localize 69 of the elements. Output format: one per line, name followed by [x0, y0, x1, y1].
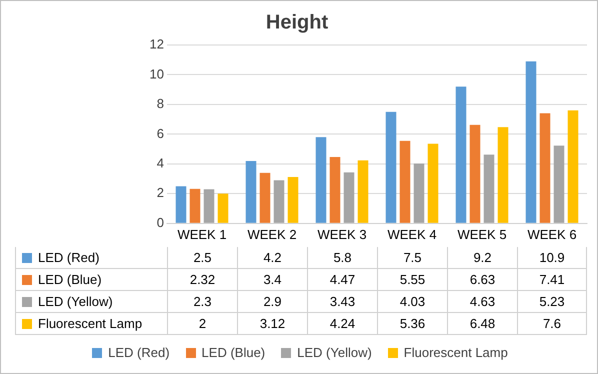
x-tick-label: WEEK 4 — [387, 226, 437, 242]
bar — [470, 124, 480, 223]
data-label: 7.41 — [517, 269, 587, 292]
bar — [288, 177, 298, 223]
x-tick-label: WEEK 3 — [317, 226, 367, 242]
bar — [246, 160, 256, 223]
data-label: 4.03 — [377, 291, 447, 314]
legend-label: LED (Blue) — [15, 269, 167, 292]
bar — [316, 137, 326, 223]
text: LED (Red) — [108, 345, 170, 360]
x-tick-label: WEEK 1 — [177, 226, 227, 242]
data-label: 2.3 — [167, 291, 237, 314]
legend-label: LED (Yellow) — [15, 291, 167, 314]
y-tick-label: 6 — [156, 126, 164, 141]
text: LED (Yellow) — [297, 345, 372, 360]
bar — [414, 163, 424, 223]
data-label: 2.32 — [167, 269, 237, 292]
data-label: 4.63 — [447, 291, 517, 314]
data-label: 2.5 — [167, 247, 237, 270]
chart-title: Height — [266, 12, 328, 34]
bar — [330, 156, 340, 223]
data-label: 4.24 — [307, 313, 377, 336]
data-label: 4.47 — [307, 269, 377, 292]
text: Fluorescent Lamp — [404, 345, 508, 360]
bar — [260, 172, 270, 223]
bar — [274, 180, 284, 223]
y-tick-label: 8 — [156, 96, 164, 112]
bar — [386, 112, 396, 223]
data-label: 6.48 — [447, 313, 517, 336]
data-label: 4.2 — [237, 247, 307, 270]
bar — [456, 86, 466, 223]
data-label: 3.4 — [237, 269, 307, 292]
bar — [554, 146, 564, 223]
y-tick-label: 2 — [156, 185, 164, 200]
data-label: 5.55 — [377, 269, 447, 292]
x-tick-label: WEEK 2 — [247, 226, 297, 242]
bar — [484, 154, 494, 223]
y-tick-label: 12 — [150, 36, 164, 52]
bar — [218, 194, 228, 223]
data-label: 9.2 — [447, 247, 517, 270]
y-tick-label: 10 — [150, 66, 164, 82]
legend-label: LED (Red) — [15, 247, 167, 270]
data-label: 10.9 — [517, 247, 587, 270]
y-tick-label: 4 — [156, 156, 164, 171]
data-label: 5.36 — [377, 313, 447, 336]
data-label: 7.6 — [517, 313, 587, 336]
data-label: 6.63 — [447, 269, 517, 292]
data-label: 3.43 — [307, 291, 377, 314]
x-tick-label: WEEK 6 — [527, 226, 577, 242]
data-label: 7.5 — [377, 247, 447, 270]
bar — [358, 160, 368, 223]
bar — [428, 144, 438, 223]
data-label: 2.9 — [237, 291, 307, 314]
bar — [204, 189, 214, 223]
data-label: 3.12 — [237, 313, 307, 336]
text: LED (Blue) — [202, 345, 266, 360]
bar — [498, 127, 508, 223]
y-tick-label: 0 — [156, 214, 164, 230]
bar — [400, 140, 410, 223]
data-label: 5.23 — [517, 291, 587, 314]
bar — [176, 186, 186, 223]
bar — [540, 113, 550, 223]
data-label: 5.8 — [307, 247, 377, 270]
bar — [344, 172, 354, 223]
bar — [568, 110, 578, 223]
x-tick-label: WEEK 5 — [457, 226, 507, 242]
bar — [526, 61, 536, 223]
bar — [190, 188, 200, 223]
legend-label: Fluorescent Lamp — [15, 313, 167, 336]
